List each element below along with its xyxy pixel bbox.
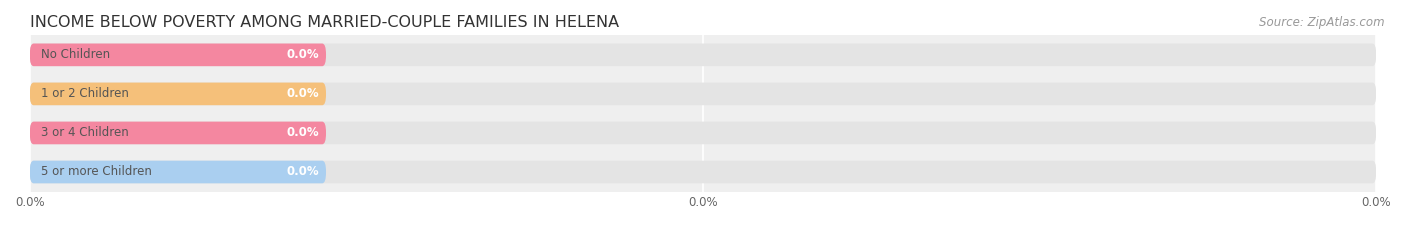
Text: 3 or 4 Children: 3 or 4 Children (41, 127, 128, 139)
FancyBboxPatch shape (30, 161, 1376, 183)
Text: 0.0%: 0.0% (287, 127, 319, 139)
FancyBboxPatch shape (30, 82, 326, 105)
Text: 0.0%: 0.0% (287, 48, 319, 61)
FancyBboxPatch shape (30, 82, 1376, 105)
Text: No Children: No Children (41, 48, 110, 61)
Text: 0.0%: 0.0% (287, 87, 319, 100)
FancyBboxPatch shape (30, 122, 326, 144)
Text: 1 or 2 Children: 1 or 2 Children (41, 87, 128, 100)
Text: 5 or more Children: 5 or more Children (41, 165, 152, 178)
FancyBboxPatch shape (30, 122, 1376, 144)
FancyBboxPatch shape (30, 161, 326, 183)
FancyBboxPatch shape (30, 44, 1376, 66)
Text: 0.0%: 0.0% (287, 165, 319, 178)
Text: INCOME BELOW POVERTY AMONG MARRIED-COUPLE FAMILIES IN HELENA: INCOME BELOW POVERTY AMONG MARRIED-COUPL… (30, 15, 619, 30)
Text: Source: ZipAtlas.com: Source: ZipAtlas.com (1260, 16, 1385, 29)
FancyBboxPatch shape (30, 44, 326, 66)
